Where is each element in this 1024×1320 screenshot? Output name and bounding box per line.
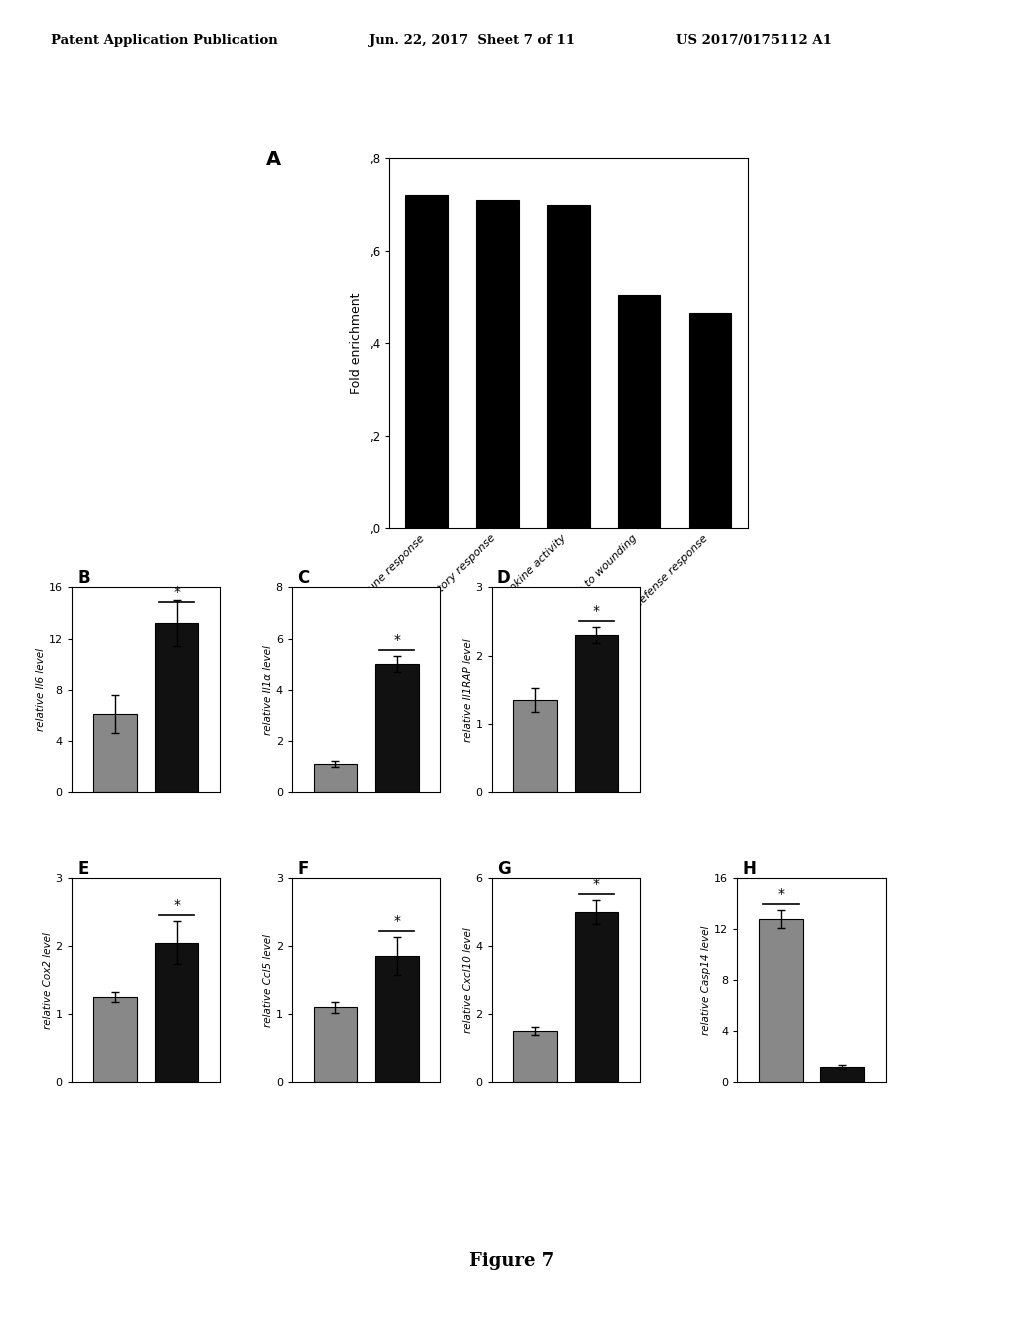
Y-axis label: relative Il1RAP level: relative Il1RAP level bbox=[463, 638, 473, 742]
Bar bbox=[93, 714, 137, 792]
Bar bbox=[406, 195, 447, 528]
Text: *: * bbox=[777, 887, 784, 900]
Text: E: E bbox=[77, 859, 88, 878]
Y-axis label: relative Il1α level: relative Il1α level bbox=[263, 644, 273, 735]
Text: F: F bbox=[297, 859, 308, 878]
Text: *: * bbox=[593, 876, 600, 891]
Y-axis label: relative Casp14 level: relative Casp14 level bbox=[701, 925, 712, 1035]
Text: Patent Application Publication: Patent Application Publication bbox=[51, 34, 278, 48]
Bar bbox=[617, 294, 660, 528]
Bar bbox=[513, 1031, 557, 1082]
Text: B: B bbox=[77, 569, 90, 587]
Bar bbox=[313, 1007, 357, 1082]
Text: Figure 7: Figure 7 bbox=[469, 1251, 555, 1270]
Text: *: * bbox=[393, 634, 400, 647]
Text: *: * bbox=[593, 603, 600, 618]
Bar bbox=[759, 919, 803, 1082]
Text: D: D bbox=[497, 569, 511, 587]
Y-axis label: relative Cxcl10 level: relative Cxcl10 level bbox=[463, 927, 473, 1034]
Text: *: * bbox=[173, 585, 180, 599]
Bar bbox=[574, 635, 618, 792]
Text: C: C bbox=[297, 569, 309, 587]
Bar bbox=[155, 623, 199, 792]
Text: A: A bbox=[266, 150, 282, 169]
Y-axis label: Fold enrichment: Fold enrichment bbox=[350, 293, 364, 393]
Text: *: * bbox=[173, 898, 180, 912]
Bar bbox=[155, 942, 199, 1082]
Text: Jun. 22, 2017  Sheet 7 of 11: Jun. 22, 2017 Sheet 7 of 11 bbox=[369, 34, 574, 48]
Y-axis label: relative Ccl5 level: relative Ccl5 level bbox=[263, 933, 273, 1027]
Text: *: * bbox=[393, 913, 400, 928]
Y-axis label: relative Cox2 level: relative Cox2 level bbox=[43, 932, 53, 1028]
Bar bbox=[820, 1067, 864, 1082]
Bar bbox=[689, 313, 731, 528]
Bar bbox=[93, 997, 137, 1082]
Bar bbox=[313, 764, 357, 792]
Text: G: G bbox=[497, 859, 511, 878]
Y-axis label: relative Il6 level: relative Il6 level bbox=[36, 648, 46, 731]
Bar bbox=[375, 664, 419, 792]
Bar bbox=[547, 205, 590, 528]
Text: H: H bbox=[742, 859, 757, 878]
Bar bbox=[513, 700, 557, 792]
Bar bbox=[375, 956, 419, 1082]
Text: US 2017/0175112 A1: US 2017/0175112 A1 bbox=[676, 34, 831, 48]
Bar bbox=[476, 199, 519, 528]
Bar bbox=[574, 912, 618, 1082]
